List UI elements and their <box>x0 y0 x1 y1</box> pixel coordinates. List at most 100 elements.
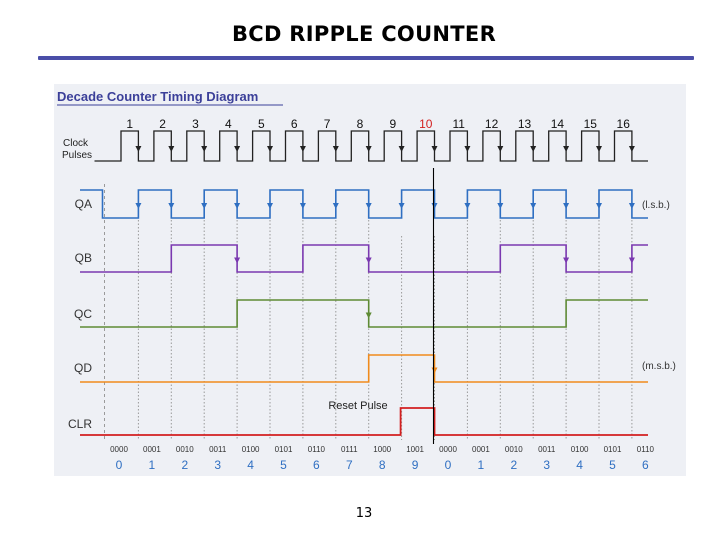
decimal-state: 2 <box>181 458 188 472</box>
clock-edge-arrow <box>464 146 471 152</box>
edge-arrow-qa <box>464 203 471 209</box>
edge-arrow-qa <box>267 203 273 209</box>
signal-note-qa: (l.s.b.) <box>642 200 670 211</box>
decimal-state: 6 <box>642 458 649 472</box>
clock-pulse-label: 12 <box>485 117 499 131</box>
signal-note-qd: (m.s.b.) <box>642 361 676 372</box>
clock-pulse-label: 9 <box>390 117 397 131</box>
decimal-state: 1 <box>149 458 156 472</box>
waveform-clr <box>80 407 648 436</box>
binary-state: 0110 <box>308 445 326 454</box>
diagram-title: Decade Counter Timing Diagram <box>57 89 258 104</box>
edge-arrow-qa <box>201 203 208 209</box>
edge-arrow-qa <box>365 203 372 209</box>
clock-edge-arrow <box>431 146 438 152</box>
edge-arrow-qa <box>135 203 142 209</box>
binary-state: 0010 <box>176 445 194 454</box>
waveform-qd <box>80 354 648 383</box>
clock-label-line1: Clock <box>63 138 89 149</box>
signal-label-qc: QC <box>74 307 92 321</box>
decimal-state: 6 <box>313 458 320 472</box>
clock-pulse-label: 8 <box>357 117 364 131</box>
signal-label-qa: QA <box>75 197 92 211</box>
binary-state: 0110 <box>637 445 655 454</box>
clock-pulse-label: 6 <box>291 117 298 131</box>
title-rule <box>38 56 694 60</box>
binary-state: 0100 <box>571 445 589 454</box>
binary-state: 0000 <box>439 445 457 454</box>
decimal-state: 0 <box>116 458 123 472</box>
clock-edge-arrow <box>135 146 142 152</box>
signal-label-clr: CLR <box>68 417 92 431</box>
edge-arrow-qa <box>628 203 635 209</box>
edge-arrow-qa <box>431 203 438 209</box>
edge-arrow-qa <box>234 203 241 209</box>
clock-pulse-label: 16 <box>617 117 631 131</box>
edge-arrow-qa <box>596 203 602 209</box>
clock-pulse-label: 3 <box>192 117 199 131</box>
decimal-state: 3 <box>214 458 221 472</box>
clock-edge-arrow <box>628 146 635 152</box>
clock-edge-arrow <box>299 146 306 152</box>
edge-arrow-qd <box>431 367 438 374</box>
decimal-state: 3 <box>543 458 550 472</box>
clock-pulse-label: 14 <box>551 117 565 131</box>
decimal-state: 0 <box>445 458 452 472</box>
decimal-state: 5 <box>280 458 287 472</box>
decimal-state: 8 <box>379 458 386 472</box>
clock-waveform <box>94 130 648 162</box>
waveform-qc <box>80 299 648 328</box>
reset-pulse-label: Reset Pulse <box>328 400 387 412</box>
clock-edge-arrow <box>201 146 208 152</box>
binary-state: 0011 <box>209 445 227 454</box>
binary-state: 0011 <box>538 445 556 454</box>
binary-state: 0101 <box>604 445 622 454</box>
signal-label-qd: QD <box>74 361 92 375</box>
page-number: 13 <box>355 506 373 521</box>
decimal-state: 4 <box>247 458 254 472</box>
clock-edge-arrow <box>168 146 175 152</box>
binary-state: 0010 <box>505 445 523 454</box>
edge-arrow-qb <box>628 257 635 264</box>
edge-arrow-qa <box>563 203 570 209</box>
binary-state: 0111 <box>341 445 358 454</box>
decimal-state: 1 <box>478 458 485 472</box>
clock-pulse-label: 13 <box>518 117 532 131</box>
clock-pulse-label: 2 <box>159 117 166 131</box>
clock-pulse-label: 7 <box>324 117 331 131</box>
clock-edge-arrow <box>596 146 602 152</box>
decimal-state: 7 <box>346 458 353 472</box>
binary-state: 0000 <box>110 445 128 454</box>
clock-pulse-label: 11 <box>452 117 465 131</box>
clock-pulse-label: 5 <box>258 117 265 131</box>
decimal-state: 5 <box>609 458 616 472</box>
edge-arrow-qb <box>234 257 241 264</box>
slide-title: BCD RIPPLE COUNTER <box>231 22 497 46</box>
decimal-state: 9 <box>412 458 419 472</box>
clock-edge-arrow <box>563 146 570 152</box>
clock-edge-arrow <box>365 146 372 152</box>
binary-state: 0100 <box>242 445 260 454</box>
edge-arrow-qc <box>365 312 372 319</box>
signal-label-qb: QB <box>75 251 92 265</box>
edge-arrow-qa <box>299 203 306 209</box>
binary-state: 0101 <box>275 445 293 454</box>
clock-edge-arrow <box>234 146 241 152</box>
clock-edge-arrow <box>530 146 537 152</box>
edge-arrow-qb <box>365 257 372 264</box>
decimal-state: 4 <box>576 458 583 472</box>
edge-arrow-qa <box>530 203 537 209</box>
clock-pulse-label: 10 <box>419 117 433 131</box>
clock-edge-arrow <box>267 146 273 152</box>
clock-edge-arrow <box>398 146 405 152</box>
binary-state: 1001 <box>406 445 424 454</box>
edge-arrow-qa <box>168 203 175 209</box>
edge-arrow-qa <box>497 203 504 209</box>
decimal-state: 2 <box>510 458 517 472</box>
waveform-qb <box>80 244 648 273</box>
clock-label-line2: Pulses <box>62 150 92 161</box>
clock-pulse-label: 15 <box>584 117 598 131</box>
edge-arrow-qa <box>398 203 405 209</box>
clock-edge-arrow <box>332 146 339 152</box>
